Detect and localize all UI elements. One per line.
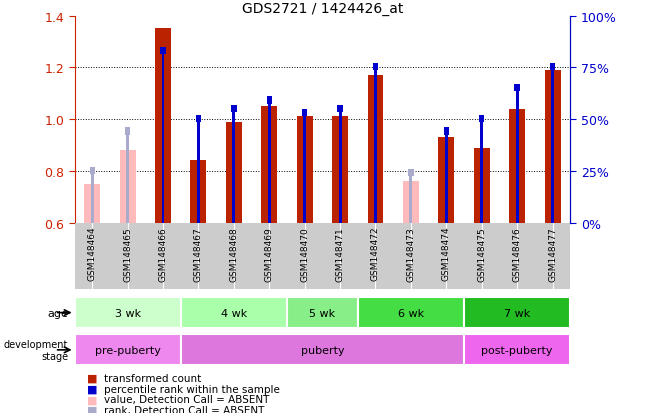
Bar xyxy=(261,107,277,223)
Bar xyxy=(403,182,419,223)
Bar xyxy=(551,68,554,223)
Bar xyxy=(181,335,464,366)
Text: development
stage: development stage xyxy=(4,339,68,361)
Bar xyxy=(266,97,272,104)
Bar xyxy=(89,167,95,174)
Bar xyxy=(196,116,201,123)
Bar xyxy=(287,297,358,328)
Bar xyxy=(438,138,454,223)
Text: post-puberty: post-puberty xyxy=(481,345,553,355)
Bar xyxy=(515,85,520,92)
Bar xyxy=(191,161,207,223)
Bar xyxy=(303,114,306,223)
Bar xyxy=(75,297,181,328)
Text: GSM148472: GSM148472 xyxy=(371,226,380,281)
Text: GSM148471: GSM148471 xyxy=(336,226,345,281)
Text: ■: ■ xyxy=(87,373,98,383)
Bar xyxy=(464,335,570,366)
Text: percentile rank within the sample: percentile rank within the sample xyxy=(104,384,279,394)
Bar xyxy=(550,64,555,71)
Text: GSM148466: GSM148466 xyxy=(159,226,168,281)
Bar xyxy=(374,68,377,223)
Bar xyxy=(408,169,413,177)
Text: GSM148470: GSM148470 xyxy=(300,226,309,281)
Text: GSM148473: GSM148473 xyxy=(406,226,415,281)
Bar xyxy=(75,335,181,366)
Text: puberty: puberty xyxy=(301,345,344,355)
Bar xyxy=(231,105,237,113)
Text: GSM148476: GSM148476 xyxy=(513,226,522,281)
Bar xyxy=(297,117,312,223)
Bar xyxy=(464,297,570,328)
Bar xyxy=(358,297,464,328)
Text: GSM148468: GSM148468 xyxy=(229,226,238,281)
Bar xyxy=(161,52,165,223)
Text: transformed count: transformed count xyxy=(104,373,201,383)
Text: GSM148465: GSM148465 xyxy=(123,226,132,281)
Bar xyxy=(120,151,135,223)
Text: GSM148469: GSM148469 xyxy=(265,226,273,281)
Bar xyxy=(474,148,490,223)
Bar xyxy=(268,101,271,223)
Text: GSM148477: GSM148477 xyxy=(548,226,557,281)
Bar xyxy=(197,120,200,223)
Bar xyxy=(126,132,129,223)
Bar xyxy=(480,120,483,223)
Bar xyxy=(410,173,412,223)
Bar xyxy=(479,116,484,123)
Text: age: age xyxy=(47,308,68,318)
Text: 5 wk: 5 wk xyxy=(309,308,336,318)
Title: GDS2721 / 1424426_at: GDS2721 / 1424426_at xyxy=(242,2,403,16)
Bar xyxy=(233,109,235,223)
Text: ■: ■ xyxy=(87,384,98,394)
Text: value, Detection Call = ABSENT: value, Detection Call = ABSENT xyxy=(104,394,269,404)
Text: GSM148475: GSM148475 xyxy=(477,226,486,281)
Text: GSM148467: GSM148467 xyxy=(194,226,203,281)
Text: GSM148474: GSM148474 xyxy=(442,226,451,281)
Bar xyxy=(509,109,525,223)
Bar xyxy=(161,47,166,55)
Bar xyxy=(84,184,100,223)
Text: 3 wk: 3 wk xyxy=(115,308,141,318)
Bar xyxy=(226,122,242,223)
Bar xyxy=(155,29,171,223)
Bar xyxy=(444,128,449,135)
Bar xyxy=(181,297,287,328)
Text: ■: ■ xyxy=(87,394,98,404)
Text: GSM148464: GSM148464 xyxy=(87,226,97,281)
Bar xyxy=(544,71,561,223)
Text: 7 wk: 7 wk xyxy=(504,308,530,318)
Bar xyxy=(339,109,341,223)
Text: pre-puberty: pre-puberty xyxy=(95,345,161,355)
Text: rank, Detection Call = ABSENT: rank, Detection Call = ABSENT xyxy=(104,405,264,413)
Text: 6 wk: 6 wk xyxy=(398,308,424,318)
Bar xyxy=(373,64,378,71)
Text: ■: ■ xyxy=(87,405,98,413)
Bar xyxy=(332,117,348,223)
Bar xyxy=(125,128,130,135)
Bar xyxy=(91,171,94,223)
Text: 4 wk: 4 wk xyxy=(221,308,247,318)
Bar xyxy=(445,132,448,223)
Bar xyxy=(516,89,518,223)
Bar xyxy=(338,105,343,113)
Bar xyxy=(302,109,307,116)
Bar xyxy=(367,76,384,223)
